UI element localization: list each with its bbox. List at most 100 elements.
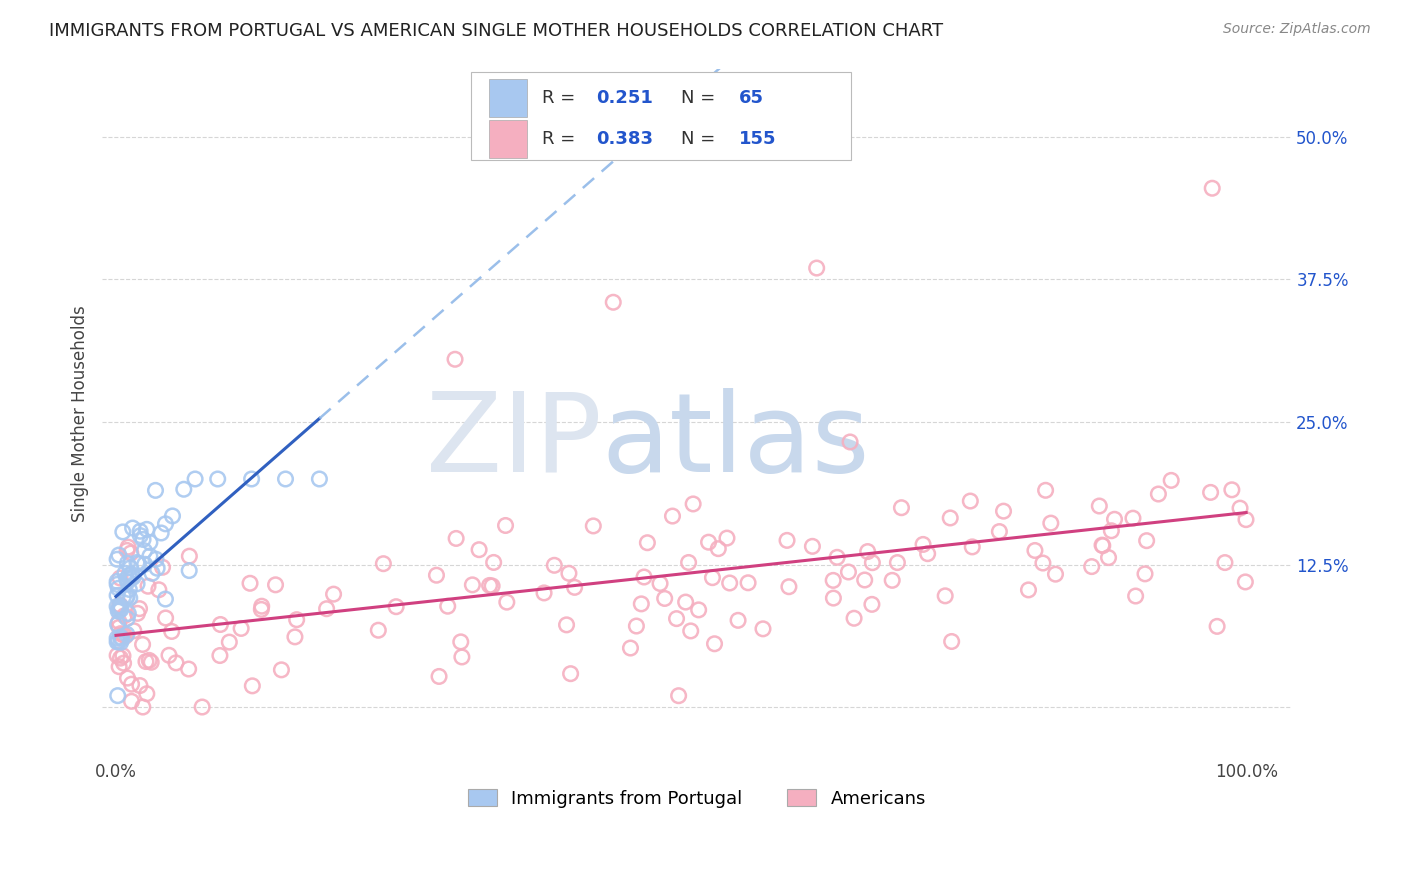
Point (105, 632, 128, 646)
Point (118, 582, 141, 597)
Point (682, 497, 704, 511)
Point (678, 556, 700, 570)
Point (111, 632, 134, 646)
Point (752, 622, 775, 636)
Point (1122, 511, 1144, 525)
Point (270, 663, 292, 677)
Point (688, 603, 710, 617)
Point (912, 537, 935, 551)
Point (135, 655, 157, 669)
Point (308, 472, 330, 486)
Point (135, 687, 157, 701)
Point (555, 618, 578, 632)
Point (1080, 559, 1102, 574)
Point (231, 622, 253, 636)
Point (825, 550, 848, 565)
Point (117, 540, 139, 554)
Point (543, 558, 565, 573)
Point (934, 589, 956, 603)
Point (173, 482, 195, 496)
Point (129, 679, 152, 693)
Point (141, 566, 163, 581)
Point (702, 571, 724, 585)
Point (136, 579, 159, 593)
Point (129, 528, 152, 542)
Point (427, 669, 450, 683)
Point (107, 689, 129, 703)
Point (110, 599, 132, 614)
Text: IMMIGRANTS FROM PORTUGAL VS AMERICAN SINGLE MOTHER HOUSEHOLDS CORRELATION CHART: IMMIGRANTS FROM PORTUGAL VS AMERICAN SIN… (49, 22, 943, 40)
Point (560, 666, 582, 681)
Point (177, 662, 200, 676)
Point (105, 574, 128, 589)
Point (823, 574, 845, 588)
Text: 0.251: 0.251 (596, 89, 652, 107)
Point (450, 635, 472, 649)
Point (209, 617, 232, 632)
Point (105, 635, 128, 649)
Point (1213, 556, 1236, 570)
Point (108, 598, 131, 612)
Point (108, 600, 131, 615)
Point (626, 619, 648, 633)
Point (115, 589, 138, 603)
Point (207, 472, 229, 486)
Point (134, 558, 156, 572)
Point (959, 494, 981, 508)
Point (105, 648, 128, 663)
Point (939, 511, 962, 525)
Point (322, 587, 344, 601)
Point (481, 579, 503, 593)
Point (1039, 516, 1062, 530)
Point (250, 602, 273, 616)
Point (444, 532, 467, 546)
Point (146, 561, 169, 575)
Point (661, 509, 683, 524)
Point (155, 516, 177, 531)
Point (285, 613, 308, 627)
Point (1234, 574, 1257, 589)
Point (155, 592, 177, 607)
Point (665, 612, 688, 626)
Point (121, 677, 143, 691)
Point (778, 580, 800, 594)
Point (107, 582, 129, 596)
Point (675, 595, 697, 609)
Point (776, 533, 799, 548)
Point (139, 549, 162, 563)
Point (179, 564, 201, 578)
Point (118, 568, 141, 582)
Point (139, 535, 162, 549)
Point (1097, 550, 1119, 565)
Y-axis label: Single Mother Households: Single Mother Households (72, 305, 89, 522)
Point (718, 576, 741, 591)
Point (425, 568, 447, 582)
Point (112, 656, 135, 670)
Point (240, 679, 263, 693)
Point (128, 601, 150, 615)
Point (132, 533, 155, 547)
Point (1220, 483, 1243, 497)
Text: 155: 155 (738, 130, 776, 148)
Point (112, 608, 135, 623)
Point (444, 352, 467, 367)
Point (122, 624, 145, 638)
Point (668, 689, 690, 703)
Point (886, 556, 908, 570)
Text: atlas: atlas (602, 387, 870, 494)
Point (648, 576, 671, 591)
Point (533, 586, 555, 600)
Point (558, 566, 581, 581)
Point (125, 556, 148, 570)
Point (727, 613, 749, 627)
Point (495, 595, 517, 609)
Point (132, 700, 155, 714)
Point (860, 598, 883, 612)
Point (882, 574, 904, 588)
Point (1024, 543, 1046, 558)
Point (122, 570, 145, 584)
Point (1032, 556, 1054, 570)
Text: 65: 65 (738, 89, 763, 107)
Point (191, 700, 214, 714)
Point (114, 629, 136, 643)
